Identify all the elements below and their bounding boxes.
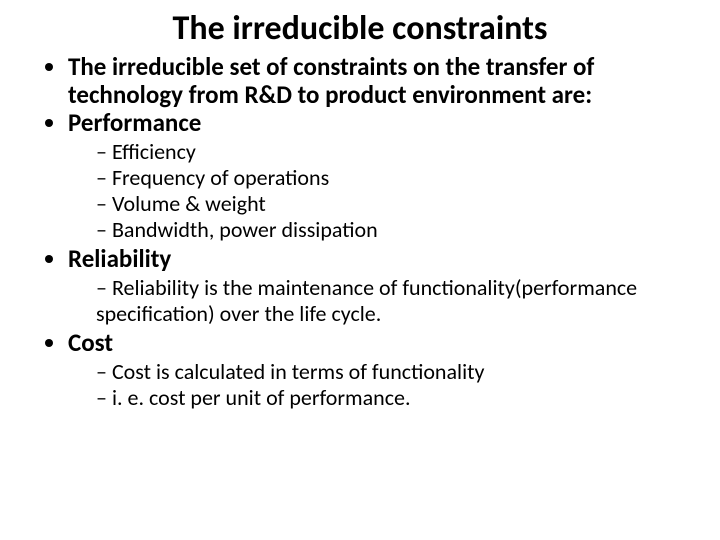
performance-sublist: Efficiency Frequency of operations Volum… <box>68 139 690 243</box>
reliability-sublist: Reliability is the maintenance of functi… <box>68 275 690 327</box>
sub-cost-functionality: Cost is calculated in terms of functiona… <box>96 359 690 385</box>
bullet-reliability-label: Reliability <box>68 243 171 274</box>
sub-volume-weight: Volume & weight <box>96 191 690 217</box>
bullet-cost-label: Cost <box>68 327 113 358</box>
bullet-performance: Performance Efficiency Frequency of oper… <box>68 109 690 243</box>
sub-efficiency: Efficiency <box>96 139 690 165</box>
cost-sublist: Cost is calculated in terms of functiona… <box>68 359 690 411</box>
bullet-list: The irreducible set of constraints on th… <box>30 53 690 411</box>
bullet-intro: The irreducible set of constraints on th… <box>68 53 690 109</box>
bullet-reliability: Reliability Reliability is the maintenan… <box>68 245 690 327</box>
sub-reliability-def: Reliability is the maintenance of functi… <box>96 275 690 327</box>
bullet-performance-label: Performance <box>68 107 201 138</box>
slide: The irreducible constraints The irreduci… <box>0 0 720 540</box>
sub-bandwidth: Bandwidth, power dissipation <box>96 217 690 243</box>
sub-cost-per-unit: i. e. cost per unit of performance. <box>96 385 690 411</box>
bullet-cost: Cost Cost is calculated in terms of func… <box>68 329 690 411</box>
slide-title: The irreducible constraints <box>30 10 690 47</box>
sub-frequency: Frequency of operations <box>96 165 690 191</box>
